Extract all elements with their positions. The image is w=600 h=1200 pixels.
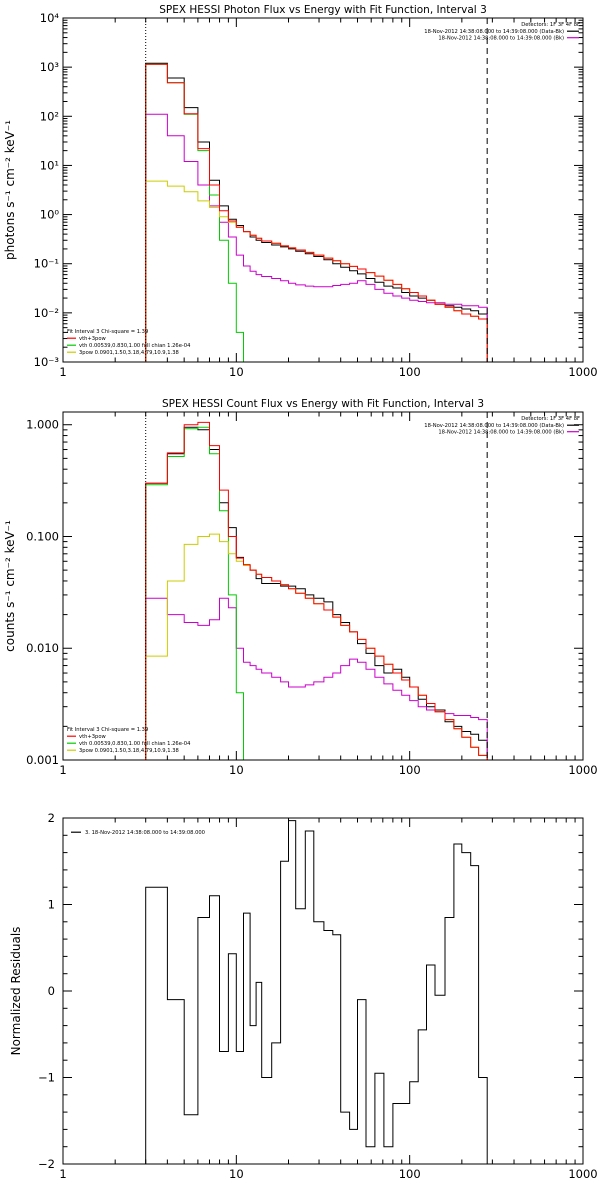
x-ticks (62, 412, 584, 760)
y-ticks (63, 424, 583, 761)
y-tick-label: 10¹ (40, 158, 59, 172)
y-ticks (63, 817, 583, 1165)
y-tick-label: 0.010 (26, 641, 59, 655)
y-tick-label: −1 (38, 1071, 55, 1085)
legend-top-left: 3. 18-Nov-2012 14:38:08.000 to 14:39:08.… (71, 830, 205, 836)
legend-detectors: Detectors: 1F 3F 4F 8F (521, 22, 580, 28)
x-tick-label: 10 (229, 763, 244, 777)
legend-detectors: Detectors: 1F 3F 4F 8F (521, 416, 580, 422)
x-tick-label: 1000 (568, 1167, 597, 1181)
series-group (145, 62, 488, 362)
x-tick-label: 1 (59, 763, 66, 777)
series-vth (145, 426, 488, 760)
x-tick-label: 1000 (568, 365, 597, 379)
y-tick-label: −2 (38, 1157, 55, 1171)
y-tick-label: 2 (48, 811, 55, 825)
chart-title: SPEX HESSI Photon Flux vs Energy with Fi… (159, 4, 487, 16)
y-tick-label: 10³ (40, 60, 60, 74)
x-ticks (62, 818, 584, 1164)
x-tick-label: 100 (399, 1167, 421, 1181)
legend-fit-header: Fit Interval 3 Chi-square = 1.39 (67, 329, 148, 335)
legend-entry: vth+3pow (79, 734, 107, 740)
legend-entry: 18-Nov-2012 14:38:08.000 to 14:39:08.000… (438, 36, 564, 42)
legend-entry: 3pow 0.0901,1.50,3.18,4.79,10.9,1.38 (79, 748, 179, 754)
x-tick-label: 1 (59, 1167, 66, 1181)
series-bk (145, 597, 488, 760)
plot-frame (62, 817, 584, 1165)
legend-bottom-left: Fit Interval 3 Chi-square = 1.39vth+3pow… (67, 727, 191, 754)
legend-entry: 3. 18-Nov-2012 14:38:08.000 to 14:39:08.… (85, 830, 205, 836)
series-3pow (145, 180, 488, 362)
x-tick-label: 1000 (568, 763, 597, 777)
y-tick-label: 1.000 (26, 418, 59, 432)
x-tick-label: 10 (229, 1167, 244, 1181)
panel-1: SPEX HESSI Photon Flux vs Energy with Fi… (3, 4, 598, 379)
y-tick-label: 10⁻² (34, 306, 59, 320)
plot-frame (62, 411, 584, 761)
x-tick-label: 1 (59, 365, 66, 379)
panel-3: Normalized Residuals 1 10 100 1000 −2 −1 0 1 2 3. … (9, 811, 598, 1181)
series-group (145, 820, 488, 1164)
legend-entry: 18-Nov-2012 14:38:08.000 to 14:39:08.000… (424, 423, 564, 429)
series-vth-3pow (145, 421, 488, 760)
y-axis-label: photons s⁻¹ cm⁻² keV⁻¹ (3, 120, 17, 260)
legend-entry: vth 0.00539,0.830,1.00 full chian 1.26e-… (79, 343, 191, 349)
y-tick-label: 10² (40, 109, 59, 123)
y-tick-label: 0.001 (26, 753, 59, 767)
legend-bottom-left: Fit Interval 3 Chi-square = 1.39vth+3pow… (67, 329, 191, 356)
legend-entry: 18-Nov-2012 14:38:08.000 to 14:39:08.000… (438, 430, 564, 436)
series-vth (145, 63, 488, 362)
y-tick-label: 0.100 (26, 529, 59, 543)
y-ticks (63, 17, 583, 363)
x-tick-label: 10 (229, 365, 244, 379)
y-axis-label: counts s⁻¹ cm⁻² keV⁻¹ (3, 520, 17, 652)
x-tick-label: 100 (399, 365, 421, 379)
series-group (145, 421, 488, 760)
series-data-bk (145, 62, 488, 362)
series-bk (145, 113, 488, 362)
panel-2: SPEX HESSI Count Flux vs Energy with Fit… (3, 398, 598, 777)
chart-title: SPEX HESSI Count Flux vs Energy with Fit… (162, 398, 484, 410)
y-tick-label: 0 (48, 984, 55, 998)
y-tick-label: 1 (48, 898, 55, 912)
y-tick-label: 10⁰ (40, 208, 60, 222)
legend-fit-header: Fit Interval 3 Chi-square = 1.39 (67, 727, 148, 733)
plot-frame (62, 17, 584, 363)
legend-entry: 18-Nov-2012 14:38:08.000 to 14:39:08.000… (424, 29, 564, 35)
series-vth-3pow (145, 63, 488, 362)
y-tick-label: 10⁻¹ (34, 257, 59, 271)
series-residuals (145, 820, 488, 1164)
y-axis-label: Normalized Residuals (9, 927, 23, 1056)
x-tick-label: 100 (399, 763, 421, 777)
series-3pow (145, 533, 488, 760)
legend-entry: vth+3pow (79, 336, 107, 342)
y-tick-label: 10⁻³ (34, 355, 60, 369)
series-data-bk (145, 426, 488, 760)
legend-entry: 3pow 0.0901,1.50,3.18,4.79,10.9,1.38 (79, 350, 179, 356)
legend-entry: vth 0.00539,0.830,1.00 full chian 1.26e-… (79, 741, 191, 747)
x-ticks (62, 18, 584, 362)
y-tick-label: 10⁴ (40, 11, 60, 25)
